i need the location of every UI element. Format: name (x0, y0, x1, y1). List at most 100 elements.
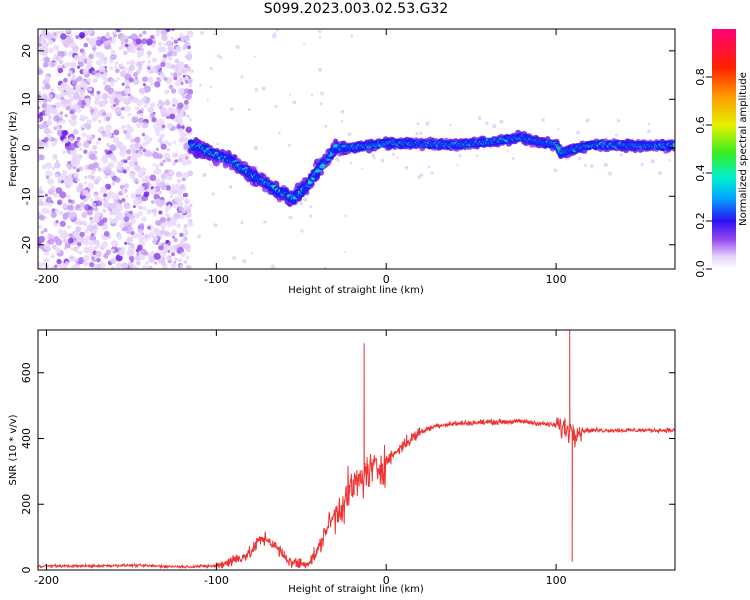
noise-dot (52, 244, 57, 250)
noise-dot (86, 58, 93, 65)
noise-dot (121, 220, 125, 224)
noise-dot (58, 120, 63, 124)
noise-dot (485, 121, 489, 126)
noise-dot (46, 103, 52, 109)
noise-dot (122, 124, 126, 129)
noise-dot (126, 236, 134, 244)
noise-dot (93, 216, 100, 224)
noise-dot (92, 70, 97, 75)
noise-dot (117, 111, 121, 115)
noise-dot (179, 213, 185, 220)
noise-dot (165, 220, 170, 225)
noise-dot (57, 67, 64, 74)
noise-dot (165, 239, 170, 244)
noise-dot (583, 164, 587, 167)
noise-dot (62, 238, 68, 244)
noise-dot (58, 210, 64, 216)
noise-dot (171, 183, 176, 189)
noise-dot (142, 30, 147, 35)
noise-dot (124, 241, 128, 246)
noise-dot (404, 165, 409, 170)
noise-dot (177, 179, 181, 183)
noise-dot (141, 121, 149, 129)
noise-dot (178, 36, 186, 43)
noise-dot (160, 229, 166, 235)
noise-dot (179, 196, 185, 201)
noise-dot (173, 212, 181, 220)
noise-dot (121, 262, 129, 269)
noise-dot (344, 214, 348, 218)
noise-dot (160, 61, 166, 68)
noise-dot (104, 175, 108, 179)
noise-dot (275, 29, 280, 32)
noise-dot (38, 196, 43, 202)
noise-dot (219, 55, 223, 60)
noise-dot (292, 100, 297, 105)
noise-dot (186, 30, 192, 36)
noise-dot (144, 104, 148, 108)
noise-dot (176, 223, 182, 229)
noise-dot (185, 156, 189, 160)
noise-dot (130, 138, 135, 143)
noise-dot (162, 159, 166, 163)
noise-dot (155, 219, 162, 226)
noise-dot (150, 200, 155, 204)
noise-dot (166, 40, 173, 47)
noise-dot (118, 46, 123, 51)
noise-dot (70, 114, 77, 121)
noise-dot (67, 73, 72, 77)
noise-dot (145, 181, 150, 186)
noise-dot (419, 131, 423, 135)
noise-dot (62, 202, 68, 209)
noise-dot (185, 93, 192, 101)
noise-dot (43, 127, 51, 135)
noise-dot (425, 121, 430, 126)
noise-dot (112, 54, 117, 58)
noise-dot (130, 243, 135, 249)
noise-dot (134, 106, 140, 111)
noise-dot (104, 183, 112, 190)
noise-dot (89, 234, 97, 242)
noise-dot (44, 75, 51, 82)
noise-dot (492, 123, 497, 129)
noise-dot (120, 115, 125, 120)
noise-dot (166, 51, 173, 58)
noise-dot (396, 156, 399, 159)
noise-dot (133, 199, 141, 207)
noise-dot (91, 116, 98, 122)
noise-dot (67, 37, 74, 44)
noise-dot (137, 169, 142, 174)
noise-dot (125, 135, 130, 140)
noise-dot (142, 83, 146, 87)
noise-dot (165, 157, 171, 163)
noise-dot (174, 153, 178, 157)
noise-dot (53, 161, 61, 169)
noise-dot (177, 102, 184, 109)
noise-dot (95, 250, 103, 258)
noise-dot (47, 188, 55, 195)
noise-dot (101, 132, 107, 138)
noise-dot (65, 163, 70, 167)
noise-dot (232, 255, 237, 260)
noise-dot (43, 202, 48, 206)
noise-dot (134, 142, 142, 150)
noise-dot (175, 171, 183, 178)
noise-dot (135, 38, 142, 45)
noise-dot (79, 202, 86, 208)
noise-dot (132, 72, 138, 78)
noise-dot (109, 144, 117, 152)
noise-dot (59, 91, 66, 97)
noise-dot (576, 130, 581, 135)
noise-dot (138, 148, 142, 152)
noise-dot (83, 142, 88, 148)
noise-dot (73, 104, 78, 110)
noise-dot (640, 162, 644, 167)
noise-dot (155, 163, 160, 169)
noise-dot (111, 266, 115, 269)
noise-dot (189, 203, 193, 208)
noise-dot (160, 173, 167, 180)
noise-dot (144, 98, 150, 105)
noise-dot (161, 34, 168, 42)
noise-dot (45, 170, 53, 178)
noise-dot (336, 159, 340, 163)
